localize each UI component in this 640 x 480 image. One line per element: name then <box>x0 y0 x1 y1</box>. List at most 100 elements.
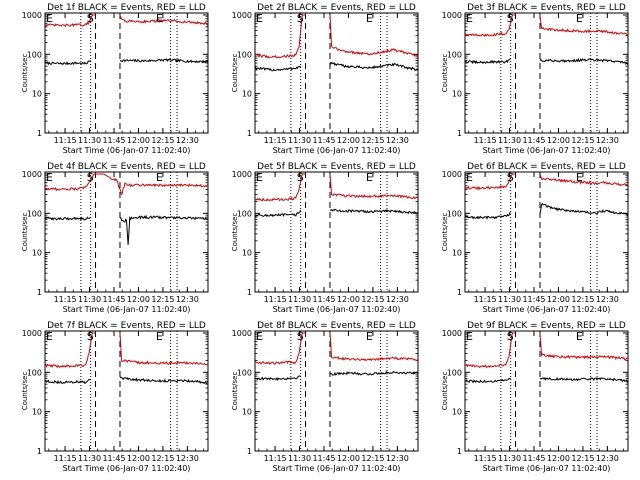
x-tick-label: 12:15 <box>361 295 384 304</box>
x-axis-label: Start Time (06-Jan-07 11:02:40) <box>63 146 191 155</box>
plot-frame <box>44 171 209 293</box>
marker-e-left: E <box>466 12 473 25</box>
panel-title: Det 1f BLACK = Events, RED = LLD <box>47 3 206 13</box>
marker-s: S <box>507 12 514 25</box>
x-tick-label: 12:30 <box>176 454 199 463</box>
y-tick-label: 1000 <box>442 170 462 179</box>
y-tick-label: 1000 <box>232 11 252 20</box>
series-lld-line <box>255 173 306 202</box>
x-axis-label: Start Time (06-Jan-07 11:02:40) <box>273 146 401 155</box>
x-tick-label: 11:30 <box>288 295 311 304</box>
x-tick-label: 12:15 <box>361 136 384 145</box>
series-events-line <box>465 212 511 221</box>
x-axis-label: Start Time (06-Jan-07 11:02:40) <box>273 464 401 473</box>
x-tick-label: 12:00 <box>127 454 150 463</box>
y-axis-label: Counts/sec <box>231 213 239 252</box>
x-axis-label: Start Time (06-Jan-07 11:02:40) <box>273 305 401 314</box>
y-tick-label: 1 <box>457 129 462 138</box>
marker-e-right: E <box>576 12 583 25</box>
series-lld-line <box>539 173 628 187</box>
series-events-line <box>329 208 418 215</box>
x-tick-label: 12:00 <box>337 454 360 463</box>
marker-e-left: E <box>466 330 473 343</box>
marker-e-left: E <box>46 171 53 184</box>
x-tick-label: 11:30 <box>288 454 311 463</box>
y-tick-label: 100 <box>447 368 462 377</box>
series-lld-line <box>45 173 208 196</box>
marker-e-left: E <box>46 330 53 343</box>
marker-s: S <box>507 171 514 184</box>
series-events-line <box>119 58 208 64</box>
panel-title: Det 3f BLACK = Events, RED = LLD <box>467 3 626 13</box>
y-tick-label: 1 <box>37 129 42 138</box>
marker-s: S <box>87 330 94 343</box>
y-tick-label: 10 <box>32 249 42 258</box>
x-tick-label: 11:30 <box>78 295 101 304</box>
x-axis-label: Start Time (06-Jan-07 11:02:40) <box>483 464 611 473</box>
x-tick-label: 12:15 <box>151 295 174 304</box>
panel-title: Det 4f BLACK = Events, RED = LLD <box>47 162 206 172</box>
y-tick-label: 100 <box>237 50 252 59</box>
series-events-line <box>119 376 208 385</box>
marker-s: S <box>87 171 94 184</box>
series-events-line <box>255 375 301 382</box>
x-tick-label: 12:30 <box>386 454 409 463</box>
y-tick-label: 1000 <box>22 11 42 20</box>
marker-s: S <box>297 330 304 343</box>
marker-s: S <box>87 12 94 25</box>
series-lld-line <box>329 173 418 200</box>
y-axis-label: Counts/sec <box>21 54 29 93</box>
panel-title: Det 7f BLACK = Events, RED = LLD <box>47 321 206 331</box>
y-tick-label: 100 <box>27 209 42 218</box>
y-axis-label: Counts/sec <box>441 372 449 411</box>
series-lld-line <box>539 332 628 361</box>
x-tick-label: 11:45 <box>312 454 335 463</box>
y-axis-label: Counts/sec <box>21 213 29 252</box>
plot-frame <box>254 330 419 452</box>
y-tick-label: 1000 <box>232 170 252 179</box>
marker-e-left: E <box>256 12 263 25</box>
x-tick-label: 12:00 <box>547 295 570 304</box>
x-axis-label: Start Time (06-Jan-07 11:02:40) <box>63 305 191 314</box>
x-tick-label: 12:00 <box>127 136 150 145</box>
y-tick-label: 1 <box>457 447 462 456</box>
x-tick-label: 11:45 <box>312 136 335 145</box>
y-tick-label: 1 <box>247 288 252 297</box>
series-events-line <box>329 370 418 376</box>
series-lld-line <box>329 332 418 362</box>
y-tick-label: 10 <box>452 408 462 417</box>
panel-9: Det 9f BLACK = Events, RED = LLD 1 10 100 10… <box>441 321 629 473</box>
x-tick-label: 12:00 <box>127 295 150 304</box>
x-axis-label: Start Time (06-Jan-07 11:02:40) <box>63 464 191 473</box>
y-axis-label: Counts/sec <box>231 54 239 93</box>
plot-frame <box>44 330 209 452</box>
x-tick-label: 11:30 <box>498 136 521 145</box>
y-tick-label: 100 <box>447 50 462 59</box>
y-axis-label: Counts/sec <box>441 54 449 93</box>
y-tick-label: 1000 <box>442 329 462 338</box>
marker-e-right: E <box>366 12 373 25</box>
x-tick-label: 12:15 <box>571 136 594 145</box>
x-tick-label: 11:15 <box>474 136 497 145</box>
marker-e-left: E <box>466 171 473 184</box>
x-tick-label: 12:30 <box>176 295 199 304</box>
plot-frame <box>464 171 629 293</box>
y-tick-label: 1000 <box>22 329 42 338</box>
x-tick-label: 12:00 <box>547 454 570 463</box>
panel-4: Det 4f BLACK = Events, RED = LLD 1 10 100 10… <box>21 162 209 314</box>
x-tick-label: 12:30 <box>386 136 409 145</box>
marker-e-right: E <box>156 12 163 25</box>
y-tick-label: 1000 <box>442 11 462 20</box>
x-tick-label: 12:30 <box>596 295 619 304</box>
marker-e-right: E <box>576 171 583 184</box>
series-events-line <box>465 377 511 384</box>
plot-frame <box>44 12 209 134</box>
series-lld-line <box>465 173 516 191</box>
series-events-line <box>465 57 512 65</box>
series-events-line <box>329 61 418 72</box>
panel-3: Det 3f BLACK = Events, RED = LLD 1 10 100 10… <box>441 3 629 155</box>
y-tick-label: 100 <box>237 209 252 218</box>
x-axis-label: Start Time (06-Jan-07 11:02:40) <box>483 305 611 314</box>
y-tick-label: 10 <box>452 90 462 99</box>
series-lld-line <box>255 14 306 59</box>
